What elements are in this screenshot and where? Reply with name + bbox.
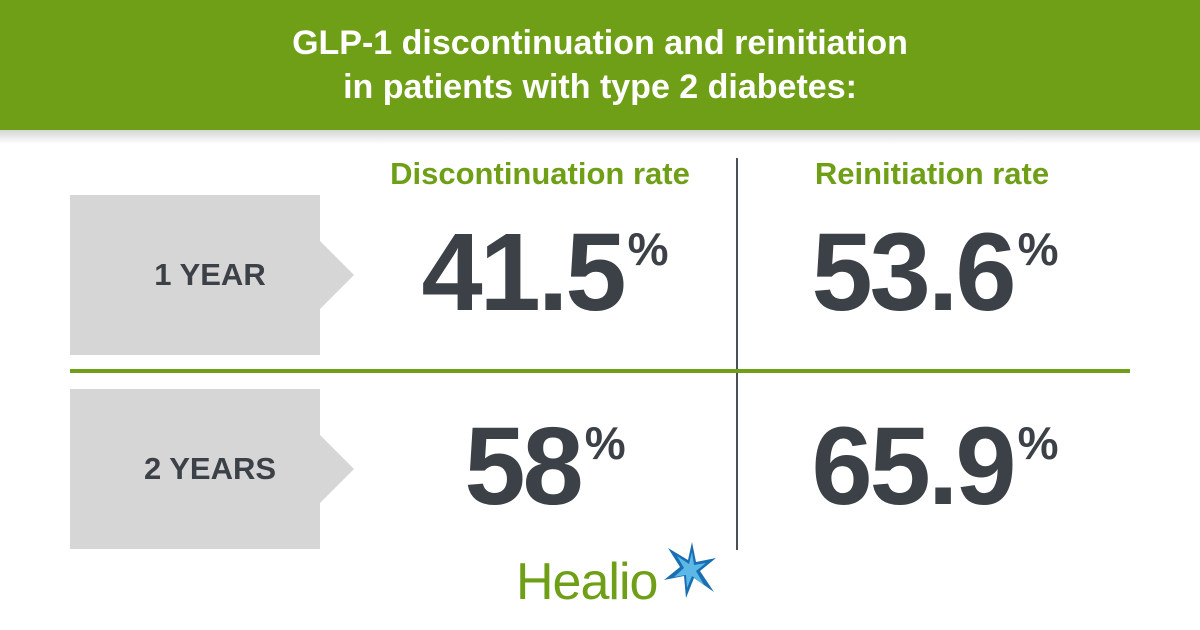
column-header-reinitiation: Reinitiation rate (814, 156, 1050, 191)
header-banner: GLP-1 discontinuation and reinitiation i… (0, 0, 1200, 130)
row-label-1-year: 1 YEAR (70, 195, 320, 355)
stat-value: 53.6 (811, 211, 1017, 334)
row-arrow-1-year (320, 241, 354, 309)
stat-unit: % (627, 223, 669, 275)
stat-2-years-discontinuation: 58 % (380, 412, 710, 522)
horizontal-divider (70, 369, 1130, 373)
healio-logo: Healio (510, 540, 720, 610)
star-icon (664, 542, 716, 598)
title-line-2: in patients with type 2 diabetes: (343, 68, 857, 106)
stat-unit: % (1017, 417, 1059, 469)
row-arrow-2-years (320, 435, 354, 503)
row-label-text: 1 YEAR (154, 257, 266, 292)
header-shadow (0, 130, 1200, 144)
title-line-1: GLP-1 discontinuation and reinitiation (292, 24, 908, 62)
stat-unit: % (1017, 223, 1059, 275)
stat-1-year-reinitiation: 53.6 % (770, 218, 1100, 328)
vertical-divider (736, 158, 738, 550)
logo-text: Healio (516, 553, 658, 611)
stat-1-year-discontinuation: 41.5 % (380, 218, 710, 328)
row-label-text: 2 YEARS (143, 451, 277, 486)
column-header-discontinuation: Discontinuation rate (390, 156, 690, 191)
row-label-2-years: 2 YEARS (70, 389, 320, 549)
stat-value: 41.5 (421, 211, 627, 334)
stat-unit: % (584, 417, 626, 469)
stat-value: 58 (464, 405, 583, 528)
stat-2-years-reinitiation: 65.9 % (770, 412, 1100, 522)
stat-value: 65.9 (811, 405, 1017, 528)
